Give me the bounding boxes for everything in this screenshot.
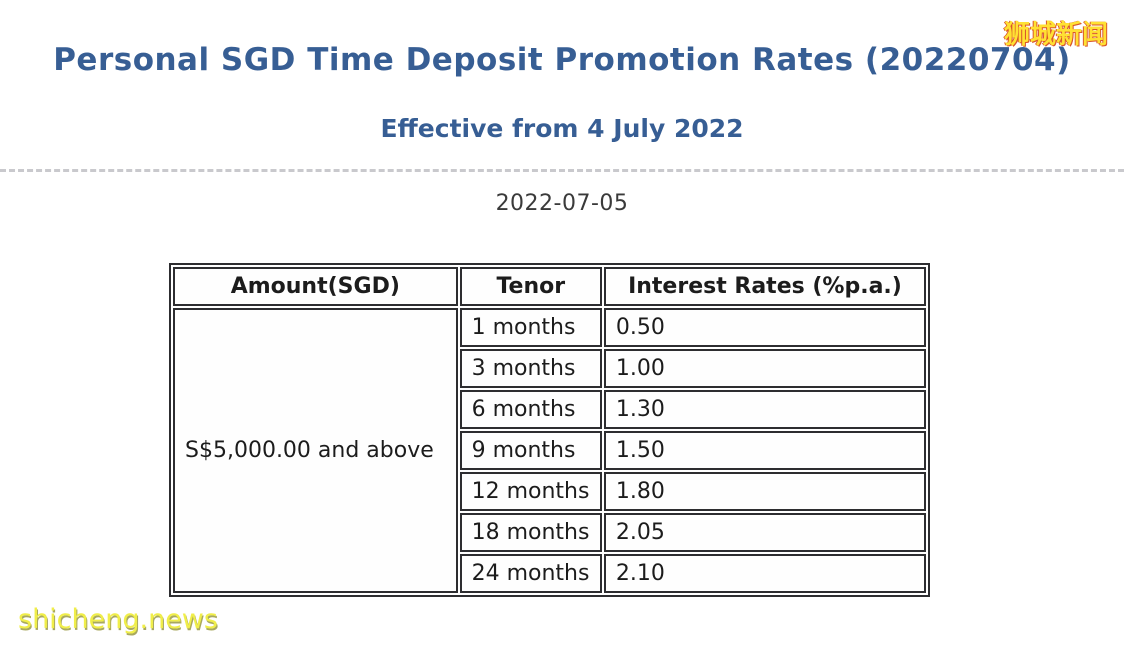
rates-table-container: Amount(SGD) Tenor Interest Rates (%p.a.)… (169, 263, 930, 597)
tenor-cell: 1 months (459, 308, 602, 347)
amount-group-cell: S$5,000.00 and above (173, 308, 458, 593)
tenor-cell: 9 months (459, 431, 602, 470)
publish-date: 2022-07-05 (495, 191, 629, 216)
rate-cell: 0.50 (603, 308, 926, 347)
tenor-cell: 18 months (459, 513, 602, 552)
tenor-cell: 12 months (459, 472, 602, 511)
rate-cell: 1.00 (603, 349, 926, 388)
table-row: 18 months 2.05 (173, 513, 926, 552)
table-row: 3 months 1.00 (173, 349, 926, 388)
tenor-cell: 24 months (459, 554, 602, 593)
table-row: 9 months 1.50 (173, 431, 926, 470)
table-row: S$5,000.00 and above 1 months 0.50 (173, 308, 926, 593)
column-header-interest-rates: Interest Rates (%p.a.) (603, 267, 926, 306)
tenor-cell: 3 months (459, 349, 602, 388)
table-row: 24 months 2.10 (173, 554, 926, 593)
column-header-amount: Amount(SGD) (173, 267, 458, 306)
tenor-cell: 6 months (459, 390, 602, 429)
dashed-divider (0, 169, 1124, 172)
site-watermark-bottom-left: shicheng.news (18, 604, 218, 635)
site-watermark-top-right: 狮城新闻 (1003, 20, 1108, 50)
rate-cell: 1.50 (603, 431, 926, 470)
rate-cell: 2.05 (603, 513, 926, 552)
column-header-tenor: Tenor (459, 267, 602, 306)
table-row: 6 months 1.30 (173, 390, 926, 429)
rate-cell: 1.80 (603, 472, 926, 511)
effective-date-subtitle: Effective from 4 July 2022 (380, 114, 744, 143)
page-title: Personal SGD Time Deposit Promotion Rate… (53, 42, 1071, 78)
table-header-row: Amount(SGD) Tenor Interest Rates (%p.a.) (173, 267, 926, 306)
rate-cell: 2.10 (603, 554, 926, 593)
deposit-rates-table: Amount(SGD) Tenor Interest Rates (%p.a.)… (169, 263, 930, 597)
table-row: 12 months 1.80 (173, 472, 926, 511)
rate-cell: 1.30 (603, 390, 926, 429)
